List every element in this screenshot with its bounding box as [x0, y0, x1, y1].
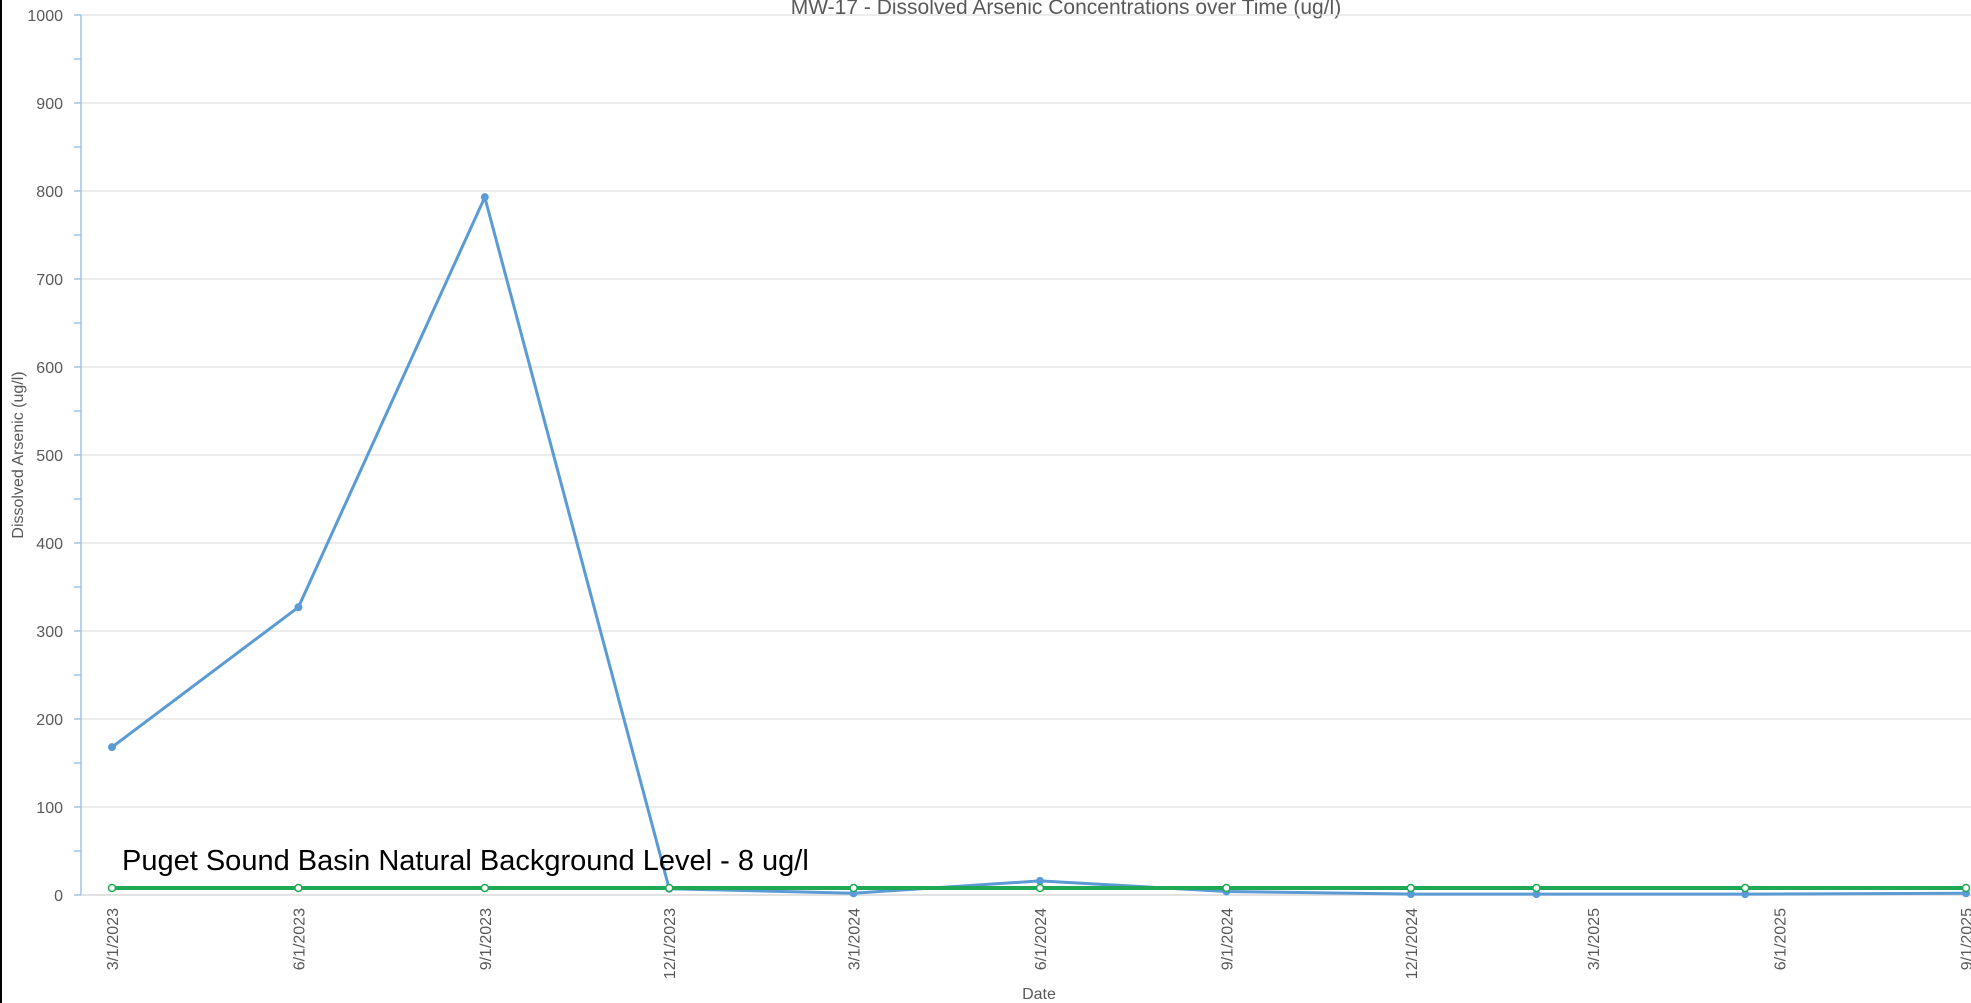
x-tick-label-7: 12/1/2024: [1404, 908, 1421, 979]
y-tick-label-2: 200: [36, 712, 63, 729]
series-2-point-9: [1740, 883, 1750, 893]
series-2-point-1: [294, 883, 303, 893]
x-axis-title: Date: [1022, 986, 1056, 1003]
series-layer: [107, 193, 1971, 899]
series-2-point-6: [1222, 883, 1231, 893]
series-2-point-3: [664, 883, 674, 893]
series-2-point-2: [480, 883, 490, 893]
y-tick-label-7: 700: [36, 272, 63, 289]
series-1-point-0: [108, 743, 116, 752]
series-1-point-2: [480, 193, 489, 202]
series-1-point-7: [1406, 890, 1415, 899]
x-tick-label-3: 12/1/2023: [662, 908, 679, 979]
x-tick-label-8: 3/1/2025: [1586, 908, 1603, 970]
series-2-point-10: [1961, 883, 1971, 893]
series-1-point-5: [1036, 876, 1045, 885]
y-tick-label-5: 500: [36, 448, 63, 465]
x-tick-label-5: 6/1/2024: [1033, 908, 1050, 970]
y-tick-label-9: 900: [36, 96, 63, 113]
series-1-point-8: [1532, 890, 1541, 899]
x-tick-label-0: 3/1/2023: [105, 908, 122, 970]
x-tick-label-10: 9/1/2025: [1959, 908, 1971, 970]
series-2-point-0: [107, 883, 117, 893]
chart-title: MW-17 - Dissolved Arsenic Concentrations…: [791, 0, 1341, 19]
grid-lines: [81, 14, 1971, 808]
y-tick-label-10: 1000: [27, 8, 63, 25]
y-tick-label-3: 300: [36, 624, 63, 641]
series-1-point-1: [294, 603, 303, 612]
y-tick-label-1: 100: [36, 800, 63, 817]
series-2-point-5: [1035, 883, 1045, 893]
series-2-point-7: [1406, 883, 1416, 893]
y-tick-label-4: 400: [36, 536, 63, 553]
series-2-point-4: [849, 883, 858, 893]
x-tick-label-1: 6/1/2023: [291, 908, 308, 970]
y-axis: 0 100 200 300 400 500 600 700 800 900 1000: [27, 8, 82, 905]
x-tick-label-9: 6/1/2025: [1773, 908, 1790, 970]
x-tick-label-2: 9/1/2023: [478, 908, 495, 970]
series-1-line: [111, 195, 1967, 896]
y-tick-label-8: 800: [36, 184, 63, 201]
y-tick-label-6: 600: [36, 360, 63, 377]
x-tick-label-4: 3/1/2024: [847, 908, 864, 970]
background-level-annotation: Puget Sound Basin Natural Background Lev…: [122, 845, 809, 877]
y-axis-title: Dissolved Arsenic (ug/l): [10, 371, 27, 538]
y-tick-label-0: 0: [54, 888, 63, 905]
series-1-point-9: [1741, 890, 1750, 899]
x-tick-label-6: 9/1/2024: [1219, 908, 1236, 970]
series-2-point-8: [1532, 883, 1541, 893]
x-axis: 3/1/2023 6/1/2023 9/1/2023 12/1/2023 3/1/202…: [81, 894, 1971, 979]
frame-edge: [0, 0, 2, 1003]
